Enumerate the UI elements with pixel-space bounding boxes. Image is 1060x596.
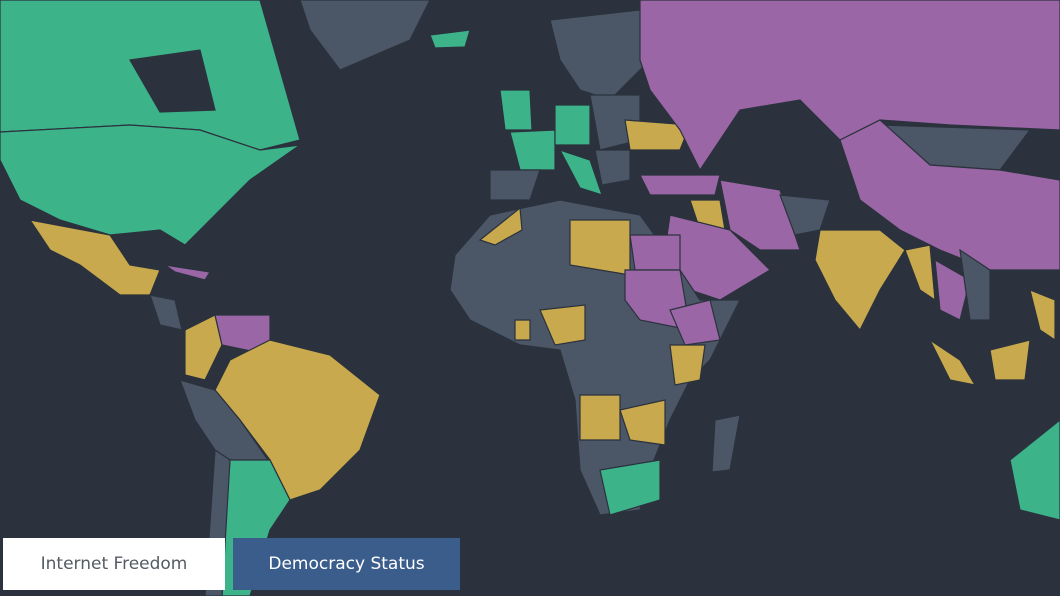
democracy-status-tab[interactable]: Democracy Status (233, 538, 460, 590)
ethiopia (669, 299, 721, 346)
spain (489, 169, 541, 201)
india (814, 229, 906, 332)
turkey (639, 174, 721, 196)
iran (719, 179, 801, 251)
sumatra (928, 338, 977, 386)
internet-freedom-tab[interactable]: Internet Freedom (3, 538, 225, 590)
egypt (629, 234, 681, 271)
france (509, 129, 556, 171)
greenland (299, 0, 431, 71)
myanmar (904, 244, 936, 302)
russia-kazakhstan (639, 0, 1060, 172)
libya (569, 219, 631, 276)
italy (558, 148, 603, 196)
united-states (0, 124, 301, 246)
south-africa (599, 459, 661, 516)
cuba (164, 264, 211, 281)
borneo (989, 339, 1031, 381)
scandinavia (549, 9, 651, 101)
hudson-bay (129, 49, 216, 113)
zambia-zimbabwe (619, 399, 666, 446)
philippines (1029, 289, 1056, 342)
angola (579, 394, 621, 441)
vietnam (959, 248, 991, 321)
thailand (934, 258, 971, 321)
colombia (184, 314, 223, 381)
uk (499, 89, 533, 131)
china (839, 119, 1060, 271)
central-america (149, 294, 183, 331)
nigeria (539, 304, 586, 346)
kenya (669, 344, 706, 386)
balkans (594, 149, 631, 186)
ghana (514, 319, 531, 341)
germany (554, 104, 591, 146)
morocco (478, 206, 523, 246)
australia (1009, 419, 1060, 521)
madagascar (711, 414, 741, 473)
ukraine (624, 119, 691, 151)
iceland (429, 29, 471, 49)
